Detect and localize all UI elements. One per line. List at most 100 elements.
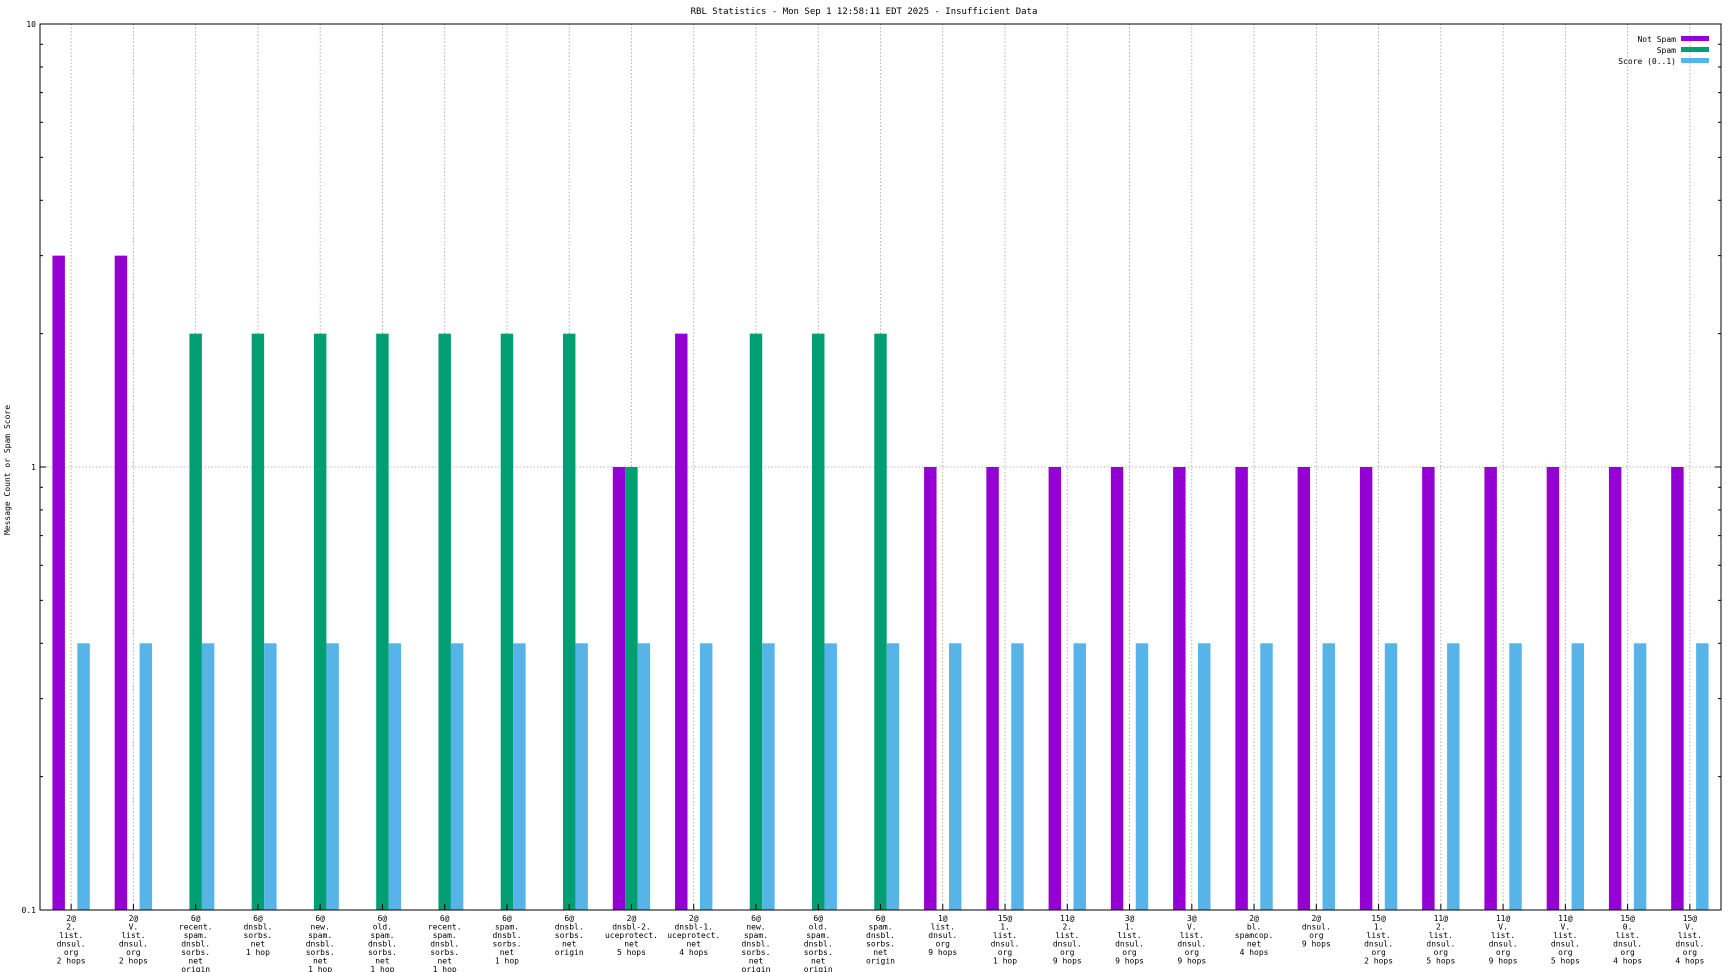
- bar-score-0-1: [1073, 643, 1086, 910]
- x-tick-label: 6@ old. spam. dnsbl. sorbs. net 1 hop: [368, 914, 397, 972]
- x-tick-label-line: dnsbl.: [368, 940, 397, 949]
- y-axis-label: Message Count or Spam Score: [3, 405, 12, 535]
- x-tick-label-line: dnsbl.: [866, 931, 895, 940]
- x-tick-label-line: 2@: [689, 914, 699, 923]
- chart-title: RBL Statistics - Mon Sep 1 12:58:11 EDT …: [691, 7, 1038, 17]
- bars-layer: [52, 255, 1709, 911]
- x-tick-label-line: origin: [555, 948, 584, 957]
- bar-score-0-1: [762, 643, 775, 910]
- x-tick-label-line: V.: [129, 923, 139, 932]
- x-tick-label: 15@ V. list. dnsul. org 4 hops: [1675, 914, 1704, 966]
- x-tick-label-line: org: [1371, 948, 1386, 957]
- x-tick-label-line: dnsul.: [1426, 940, 1455, 949]
- bar-spam: [874, 333, 887, 911]
- x-tick-label-line: dnsul.: [1551, 940, 1580, 949]
- bar-score-0-1: [699, 643, 713, 910]
- x-tick-label-line: org: [1620, 948, 1635, 957]
- bar-score-0-1: [1135, 643, 1149, 910]
- x-tick-label-line: dnsul.: [991, 940, 1020, 949]
- x-tick-label-line: 1.: [1125, 923, 1135, 932]
- x-tick-label-line: 1 hop: [370, 965, 394, 972]
- x-tick-label-line: 1 hop: [433, 965, 457, 972]
- x-tick-label-line: 2@: [129, 914, 139, 923]
- legend-label: Score (0..1): [1618, 57, 1676, 66]
- x-tick-label: 15@ 1. list. dnsul. org 1 hop: [991, 914, 1020, 966]
- x-tick-label-line: 15@: [998, 914, 1013, 923]
- x-tick-label: 11@ V. list. dnsul. org 5 hops: [1551, 914, 1580, 966]
- x-tick-label-line: dnsbl.: [492, 931, 521, 940]
- x-tick-label-line: 1 hop: [495, 957, 519, 966]
- x-tick-label-line: 6@: [253, 914, 263, 923]
- x-tick-label-line: 6@: [440, 914, 450, 923]
- x-tick-label-line: dnsul.: [1613, 940, 1642, 949]
- x-tick-label-line: new.: [311, 923, 330, 932]
- bar-spam: [562, 333, 576, 911]
- x-tick-label-line: net: [500, 948, 515, 957]
- x-tick-label-line: 15@: [1683, 914, 1698, 923]
- bar-score-0-1: [1447, 643, 1460, 910]
- x-tick-label-line: old.: [373, 923, 392, 932]
- x-tick-label-line: net: [873, 948, 888, 957]
- x-tick-label-line: dnsbl.: [430, 940, 459, 949]
- x-tick-label-line: net: [811, 957, 826, 966]
- x-tick-label-line: spam.: [370, 931, 394, 940]
- bar-score-0-1: [326, 643, 339, 910]
- x-tick-label-line: sorbs.: [181, 948, 210, 957]
- x-tick-label-line: net: [437, 957, 452, 966]
- x-tick-label-line: V.: [1498, 923, 1508, 932]
- x-tick-label: 6@ old. spam. dnsbl. sorbs. net origin: [804, 914, 833, 972]
- bar-spam: [749, 333, 763, 911]
- x-tick-label-line: sorbs.: [866, 940, 895, 949]
- x-tick-label-line: spam.: [806, 931, 830, 940]
- x-tick-label-line: org: [1496, 948, 1511, 957]
- x-tick-label-line: 2 hops: [57, 957, 86, 966]
- legend-swatch: [1681, 36, 1709, 41]
- bar-not-spam: [1422, 467, 1435, 910]
- bar-not-spam: [675, 333, 688, 911]
- bar-score-0-1: [637, 643, 651, 910]
- bar-score-0-1: [513, 643, 526, 910]
- x-tick-label-line: new.: [746, 923, 765, 932]
- bar-spam: [251, 333, 265, 911]
- x-tick-label-line: org: [126, 948, 141, 957]
- x-tick-label-line: 9 hops: [1177, 957, 1206, 966]
- x-tick-label-line: origin: [804, 965, 833, 972]
- bar-score-0-1: [1322, 643, 1335, 910]
- bar-not-spam: [1048, 467, 1062, 910]
- x-tick-label-line: 6@: [378, 914, 388, 923]
- x-tick-label-line: spam.: [495, 923, 519, 932]
- x-tick-label-line: sorbs.: [243, 931, 272, 940]
- x-tick-label-line: 11@: [1060, 914, 1075, 923]
- bar-score-0-1: [1509, 643, 1522, 910]
- x-tick-label-line: V.: [1685, 923, 1695, 932]
- x-tick-label-line: dnsbl.: [243, 923, 272, 932]
- x-tick-label-line: list.: [1429, 931, 1453, 940]
- bar-spam: [812, 333, 825, 911]
- x-tick-label-line: org: [64, 948, 79, 957]
- x-tick-label-line: old.: [809, 923, 828, 932]
- x-tick-label-line: 4 hops: [679, 948, 708, 957]
- x-tick-label-line: 5 hops: [1426, 957, 1455, 966]
- x-tick-label-line: origin: [742, 965, 771, 972]
- x-tick-label-line: V.: [1561, 923, 1571, 932]
- x-tick-label: 6@ recent. spam. dnsbl. sorbs. net 1 hop: [428, 914, 462, 972]
- x-tick-label-line: 1 hop: [246, 948, 270, 957]
- x-tick-label-line: origin: [866, 957, 895, 966]
- x-tick-label-line: org: [1122, 948, 1137, 957]
- x-tick-label-line: origin: [181, 965, 210, 972]
- x-tick-label-line: 6@: [876, 914, 886, 923]
- x-tick-label-line: dnsul.: [1489, 940, 1518, 949]
- x-tick-label-line: list.: [59, 931, 83, 940]
- x-tick-label-line: org: [998, 948, 1013, 957]
- x-tick-label-line: 1@: [938, 914, 948, 923]
- x-tick-label-line: 11@: [1496, 914, 1511, 923]
- x-tick-label-line: spam.: [868, 923, 892, 932]
- x-tick-label-line: sorbs.: [492, 940, 521, 949]
- x-tick-label: 6@ spam. dnsbl. sorbs. net 1 hop: [492, 914, 521, 966]
- y-tick-label: 0.1: [22, 906, 37, 915]
- legend-label: Not Spam: [1637, 35, 1676, 44]
- x-tick-label: 3@ V. list. dnsul. org 9 hops: [1177, 914, 1206, 966]
- x-tick-label: 2@ bl. spamcop. net 4 hops: [1235, 914, 1274, 957]
